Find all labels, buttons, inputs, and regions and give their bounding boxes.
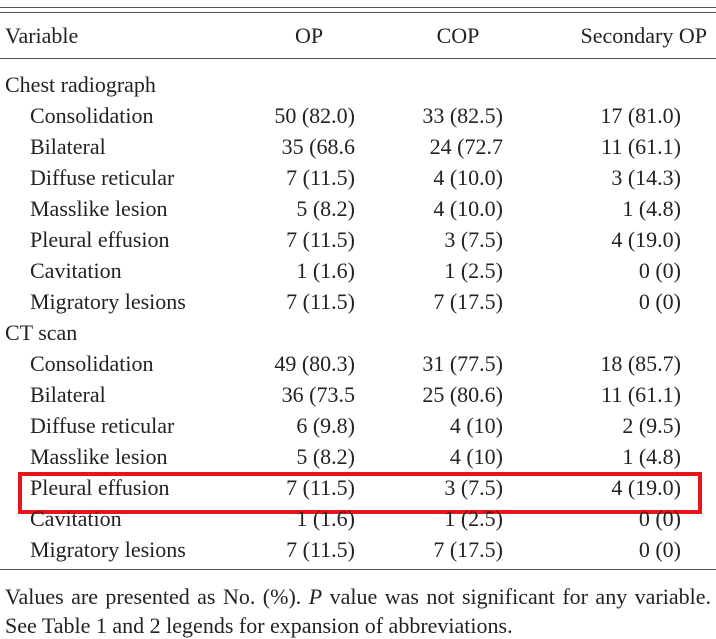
cell: 36 (73.5 xyxy=(281,382,355,407)
footnote: Values are presented as No. (%). P value… xyxy=(5,582,711,639)
highlight-box xyxy=(18,472,702,514)
row-label: Masslike lesion xyxy=(30,444,168,469)
row-label: Cavitation xyxy=(30,506,122,531)
cell: 1 (2.5) xyxy=(444,258,503,283)
row-label: Migratory lesions xyxy=(30,289,186,314)
column-header: Secondary OP xyxy=(580,23,707,48)
row-label: Cavitation xyxy=(30,258,122,283)
cell: 4 (10) xyxy=(449,444,503,469)
cell: 7 (17.5) xyxy=(433,289,503,314)
row-label: Consolidation xyxy=(30,103,154,128)
cell: 25 (80.6) xyxy=(422,382,503,407)
footnote-text: value was not significant for any variab… xyxy=(5,584,711,638)
row-label: Bilateral xyxy=(30,382,106,407)
top-rule xyxy=(0,7,716,8)
cell: 11 (61.1) xyxy=(601,134,681,159)
cell: 5 (8.2) xyxy=(296,444,355,469)
cell: 7 (11.5) xyxy=(286,475,355,500)
cell: 1 (1.6) xyxy=(296,506,355,531)
cell: 18 (85.7) xyxy=(600,351,681,376)
column-header: COP xyxy=(436,23,480,48)
cell: 5 (8.2) xyxy=(296,196,355,221)
cell: 35 (68.6 xyxy=(281,134,355,159)
section-title: CT scan xyxy=(5,320,78,345)
cell: 3 (7.5) xyxy=(444,475,503,500)
cell: 33 (82.5) xyxy=(422,103,503,128)
footnote-text: Values are presented as No. (%). xyxy=(5,584,309,609)
column-header: OP xyxy=(294,23,324,48)
cell: 0 (0) xyxy=(638,537,681,562)
cell: 4 (10) xyxy=(449,413,503,438)
header-rule xyxy=(0,58,716,59)
cell: 6 (9.8) xyxy=(296,413,355,438)
cell: 0 (0) xyxy=(638,258,681,283)
cell: 7 (11.5) xyxy=(286,537,355,562)
footnote-italic: P xyxy=(308,584,323,609)
row-label: Bilateral xyxy=(30,134,106,159)
row-label: Diffuse reticular xyxy=(30,165,175,190)
row-label: Migratory lesions xyxy=(30,537,186,562)
cell: 3 (7.5) xyxy=(444,227,503,252)
cell: 7 (11.5) xyxy=(286,289,355,314)
cell: 50 (82.0) xyxy=(274,103,355,128)
cell: 4 (19.0) xyxy=(611,227,681,252)
column-header: Variable xyxy=(5,23,79,48)
row-label: Masslike lesion xyxy=(30,196,168,221)
cell: 7 (11.5) xyxy=(286,227,355,252)
cell: 17 (81.0) xyxy=(600,103,681,128)
row-label: Pleural effusion xyxy=(30,227,170,252)
cell: 7 (17.5) xyxy=(433,537,503,562)
cell: 0 (0) xyxy=(638,506,681,531)
cell: 4 (19.0) xyxy=(611,475,681,500)
cell: 0 (0) xyxy=(638,289,681,314)
cell: 1 (1.6) xyxy=(296,258,355,283)
row-label: Consolidation xyxy=(30,351,154,376)
cell: 4 (10.0) xyxy=(433,165,503,190)
top-rule xyxy=(0,12,716,13)
cell: 1 (4.8) xyxy=(622,196,681,221)
row-label: Diffuse reticular xyxy=(30,413,175,438)
bottom-rule xyxy=(0,569,716,570)
cell: 24 (72.7 xyxy=(429,134,503,159)
row-label: Pleural effusion xyxy=(30,475,170,500)
cell: 11 (61.1) xyxy=(601,382,681,407)
cell: 4 (10.0) xyxy=(433,196,503,221)
cell: 1 (4.8) xyxy=(622,444,681,469)
cell: 2 (9.5) xyxy=(622,413,681,438)
section-title: Chest radiograph xyxy=(5,72,156,97)
cell: 49 (80.3) xyxy=(274,351,355,376)
cell: 1 (2.5) xyxy=(444,506,503,531)
cell: 7 (11.5) xyxy=(286,165,355,190)
cell: 3 (14.3) xyxy=(611,165,681,190)
cell: 31 (77.5) xyxy=(422,351,503,376)
